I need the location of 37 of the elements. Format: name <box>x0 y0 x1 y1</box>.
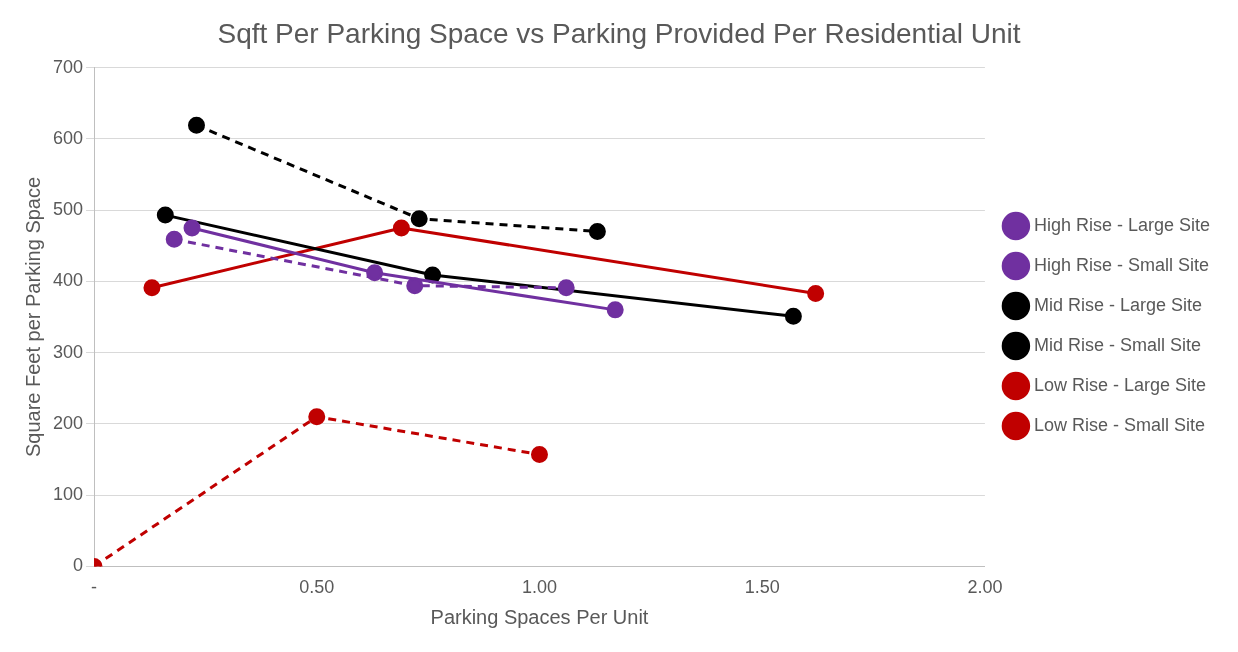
x-tick-label: 1.50 <box>744 577 780 598</box>
chart-title: Sqft Per Parking Space vs Parking Provided Per Residential Unit <box>217 17 1021 49</box>
x-tick-label: 2.00 <box>967 577 1003 598</box>
point <box>187 116 205 134</box>
point <box>156 206 174 224</box>
legend-label: High Rise - Small Site <box>1033 254 1209 275</box>
y-tick-label: 200 <box>52 412 84 433</box>
y-tick-label: 100 <box>52 484 84 505</box>
y-tick-label: 500 <box>52 199 84 220</box>
legend-label: Low Rise - Small Site <box>1033 414 1205 435</box>
y-tick-label: 400 <box>52 270 84 291</box>
point <box>557 279 575 297</box>
x-tick-label: 1.00 <box>521 577 557 598</box>
point <box>183 219 201 237</box>
point <box>588 222 606 240</box>
legend-label: High Rise - Large Site <box>1033 214 1211 235</box>
point <box>784 307 802 325</box>
legend-label: Low Rise - Large Site <box>1033 374 1207 395</box>
legend-label: Mid Rise - Small Site <box>1033 334 1201 355</box>
x-tick-label: 0.50 <box>299 577 335 598</box>
y-tick-label: 600 <box>52 127 84 148</box>
x-tick-label: - <box>91 577 98 598</box>
point <box>392 219 410 237</box>
x-axis-title: Parking Spaces Per Unit <box>430 605 649 628</box>
point <box>165 230 183 248</box>
y-tick-label: 300 <box>52 341 84 362</box>
point <box>143 279 161 297</box>
y-axis-title: Square Feet per Parking Space <box>21 176 44 458</box>
y-tick-label: 0 <box>73 555 84 576</box>
point <box>366 264 384 282</box>
y-tick-label: 700 <box>52 56 84 77</box>
legend-label: Mid Rise - Large Site <box>1033 294 1202 315</box>
point <box>410 210 428 228</box>
point <box>308 408 326 426</box>
point <box>807 284 825 302</box>
point <box>530 446 548 464</box>
point <box>606 301 624 319</box>
